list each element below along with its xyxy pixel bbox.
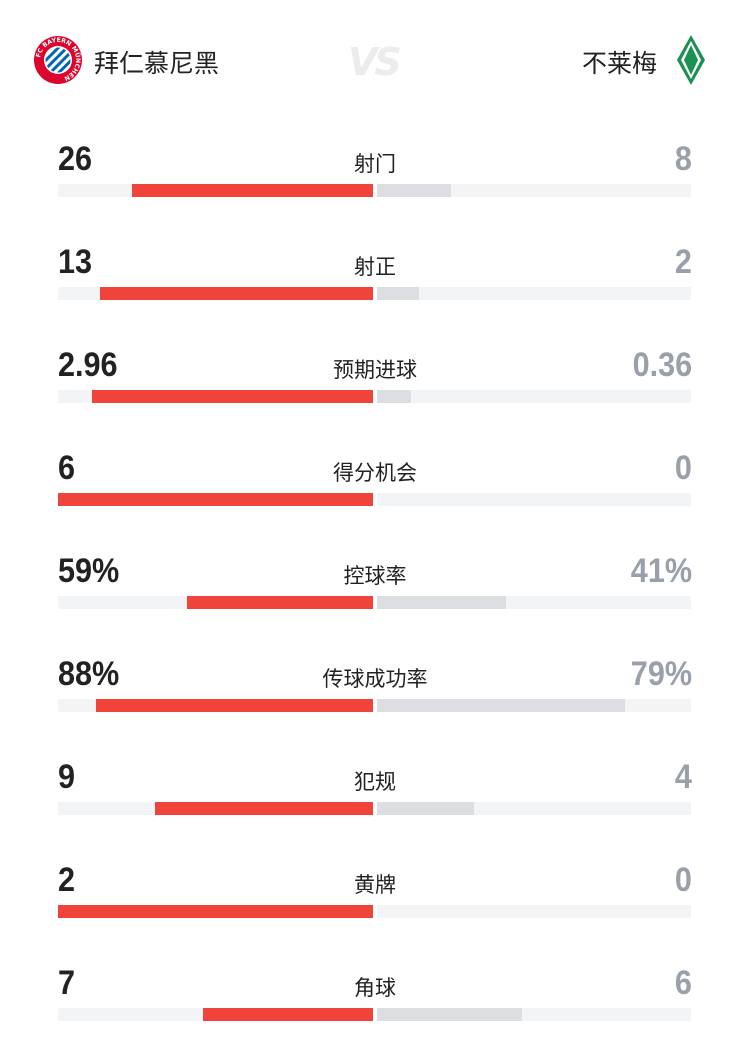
stat-label: 控球率 <box>343 564 407 588</box>
home-team-name: 拜仁慕尼黑 <box>94 49 220 78</box>
away-value: 2 <box>674 243 692 281</box>
away-value: 0 <box>674 861 692 899</box>
home-value: 7 <box>58 964 76 1002</box>
stat-row: 2.96 预期进球 0.36 <box>0 346 750 436</box>
away-bar-fill <box>377 1008 522 1021</box>
stat-row: 2 黄牌 0 <box>0 861 750 951</box>
stat-row: 13 射正 2 <box>0 243 750 333</box>
home-bar-fill <box>92 390 373 403</box>
stat-row: 9 犯规 4 <box>0 758 750 848</box>
home-value: 6 <box>58 449 76 487</box>
away-value: 0 <box>674 449 692 487</box>
vs-label: VS <box>348 40 402 84</box>
home-bar-track <box>58 802 373 815</box>
away-bar-track <box>377 184 691 197</box>
away-bar-fill <box>377 390 412 403</box>
stat-label: 传球成功率 <box>322 667 428 691</box>
home-bar-fill <box>187 596 373 609</box>
away-bar-fill <box>377 802 474 815</box>
away-bar-track <box>377 905 691 918</box>
away-bar-track <box>377 596 691 609</box>
home-bar-fill <box>58 493 373 506</box>
home-bar-fill <box>58 905 373 918</box>
home-bar-track <box>58 390 373 403</box>
stat-row: 88% 传球成功率 79% <box>0 655 750 745</box>
home-bar-track <box>58 905 373 918</box>
home-bar-fill <box>95 699 373 712</box>
away-bar-fill <box>377 287 419 300</box>
home-value: 9 <box>58 758 76 796</box>
stat-label: 得分机会 <box>333 461 417 485</box>
away-team-name: 不莱梅 <box>581 49 657 78</box>
away-bar-fill <box>377 184 451 197</box>
away-bar-track <box>377 1008 691 1021</box>
home-bar-fill <box>203 1008 373 1021</box>
away-value: 0.36 <box>632 346 692 384</box>
away-bar-track <box>377 493 691 506</box>
match-header: FC BAYERN MÜNCHEN 拜仁慕尼黑 VS 不莱梅 <box>0 34 750 90</box>
home-bar-fill <box>100 287 373 300</box>
home-bar-track <box>58 493 373 506</box>
away-bar-track <box>377 699 691 712</box>
stat-label: 射门 <box>354 152 396 176</box>
away-value: 4 <box>674 758 692 796</box>
stat-label: 黄牌 <box>354 873 396 897</box>
home-value: 59% <box>58 552 120 590</box>
away-bar-track <box>377 390 691 403</box>
stat-row: 7 角球 6 <box>0 964 750 1054</box>
away-bar-fill <box>377 699 626 712</box>
home-value: 2 <box>58 861 76 899</box>
away-bar-track <box>377 287 691 300</box>
stat-row: 26 射门 8 <box>0 140 750 230</box>
home-bar-fill <box>132 184 373 197</box>
away-bar-track <box>377 802 691 815</box>
stat-label: 射正 <box>354 255 396 279</box>
stat-row: 6 得分机会 0 <box>0 449 750 539</box>
home-bar-fill <box>154 802 373 815</box>
home-bar-track <box>58 287 373 300</box>
home-bar-track <box>58 699 373 712</box>
away-value: 41% <box>630 552 692 590</box>
home-value: 88% <box>58 655 120 693</box>
werder-logo-icon <box>677 35 705 85</box>
home-bar-track <box>58 596 373 609</box>
stat-row: 59% 控球率 41% <box>0 552 750 642</box>
bayern-logo-icon: FC BAYERN MÜNCHEN <box>34 36 82 84</box>
away-value: 6 <box>674 964 692 1002</box>
away-bar-fill <box>377 596 506 609</box>
home-value: 2.96 <box>58 346 118 384</box>
stat-label: 预期进球 <box>333 358 417 382</box>
home-bar-track <box>58 184 373 197</box>
home-value: 13 <box>58 243 93 281</box>
home-value: 26 <box>58 140 93 178</box>
home-bar-track <box>58 1008 373 1021</box>
stat-label: 角球 <box>354 976 396 1000</box>
away-value: 8 <box>674 140 692 178</box>
away-value: 79% <box>630 655 692 693</box>
stat-label: 犯规 <box>354 770 396 794</box>
